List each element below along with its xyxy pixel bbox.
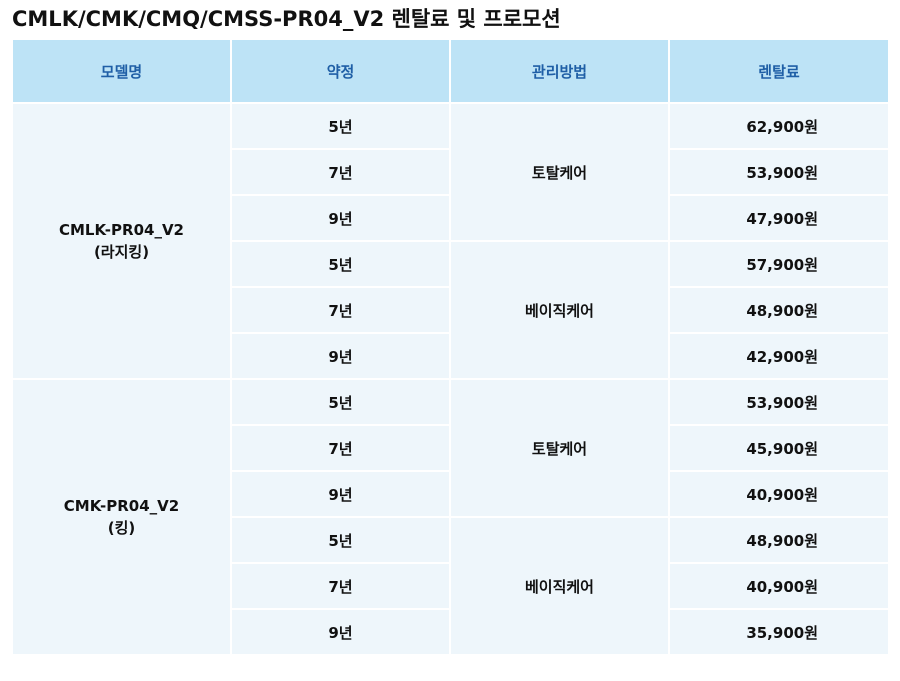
term-cell: 7년 xyxy=(232,426,449,470)
table-row: 9년 47,900원 xyxy=(13,196,888,240)
table-row: 9년 40,900원 xyxy=(13,472,888,516)
term-cell: 7년 xyxy=(232,150,449,194)
term-cell: 9년 xyxy=(232,472,449,516)
term-cell: 7년 xyxy=(232,288,449,332)
header-management: 관리방법 xyxy=(451,40,668,102)
term-cell: 5년 xyxy=(232,242,449,286)
table-row: 7년 53,900원 xyxy=(13,150,888,194)
management-cell: 베이직케어 xyxy=(451,518,668,654)
term-cell: 5년 xyxy=(232,380,449,424)
model-size: (킹) xyxy=(107,519,136,537)
header-term: 약정 xyxy=(232,40,449,102)
model-size: (라지킹) xyxy=(93,243,150,261)
fee-cell: 47,900원 xyxy=(670,196,888,240)
management-cell: 베이직케어 xyxy=(451,242,668,378)
fee-cell: 48,900원 xyxy=(670,518,888,562)
table-row: 7년 40,900원 xyxy=(13,564,888,608)
fee-cell: 48,900원 xyxy=(670,288,888,332)
table-row: 7년 48,900원 xyxy=(13,288,888,332)
fee-cell: 40,900원 xyxy=(670,564,888,608)
management-cell: 토탈케어 xyxy=(451,380,668,516)
term-cell: 9년 xyxy=(232,610,449,654)
fee-cell: 40,900원 xyxy=(670,472,888,516)
fee-cell: 45,900원 xyxy=(670,426,888,470)
term-cell: 7년 xyxy=(232,564,449,608)
model-name: CMLK-PR04_V2 xyxy=(58,221,184,239)
table-header-row: 모델명 약정 관리방법 렌탈료 xyxy=(13,40,888,102)
table-row: 9년 42,900원 xyxy=(13,334,888,378)
term-cell: 5년 xyxy=(232,518,449,562)
model-cell: CMLK-PR04_V2 (라지킹) xyxy=(13,104,230,378)
fee-cell: 42,900원 xyxy=(670,334,888,378)
model-cell: CMK-PR04_V2 (킹) xyxy=(13,380,230,654)
table-row: CMLK-PR04_V2 (라지킹) 5년 토탈케어 62,900원 xyxy=(13,104,888,378)
header-model: 모델명 xyxy=(13,40,230,102)
term-cell: 9년 xyxy=(232,196,449,240)
table-row: 5년 베이직케어 57,900원 xyxy=(13,242,888,378)
table-row: 5년 베이직케어 48,900원 xyxy=(13,518,888,654)
term-cell: 9년 xyxy=(232,334,449,378)
header-fee: 렌탈료 xyxy=(670,40,888,102)
management-cell: 토탈케어 xyxy=(451,104,668,240)
fee-cell: 57,900원 xyxy=(670,242,888,286)
table-row: 7년 45,900원 xyxy=(13,426,888,470)
table-row: 9년 35,900원 xyxy=(13,610,888,654)
fee-cell: 53,900원 xyxy=(670,380,888,424)
table-row: CMK-PR04_V2 (킹) 5년 토탈케어 53,900원 xyxy=(13,380,888,654)
fee-cell: 53,900원 xyxy=(670,150,888,194)
fee-cell: 62,900원 xyxy=(670,104,888,148)
page-title: CMLK/CMK/CMQ/CMSS-PR04_V2 렌탈료 및 프로모션 xyxy=(12,7,561,31)
fee-cell: 35,900원 xyxy=(670,610,888,654)
term-cell: 5년 xyxy=(232,104,449,148)
rental-fee-table: 모델명 약정 관리방법 렌탈료 CMLK-PR04_V2 (라지킹) 5년 토탈… xyxy=(11,38,890,656)
model-name: CMK-PR04_V2 xyxy=(63,497,180,515)
